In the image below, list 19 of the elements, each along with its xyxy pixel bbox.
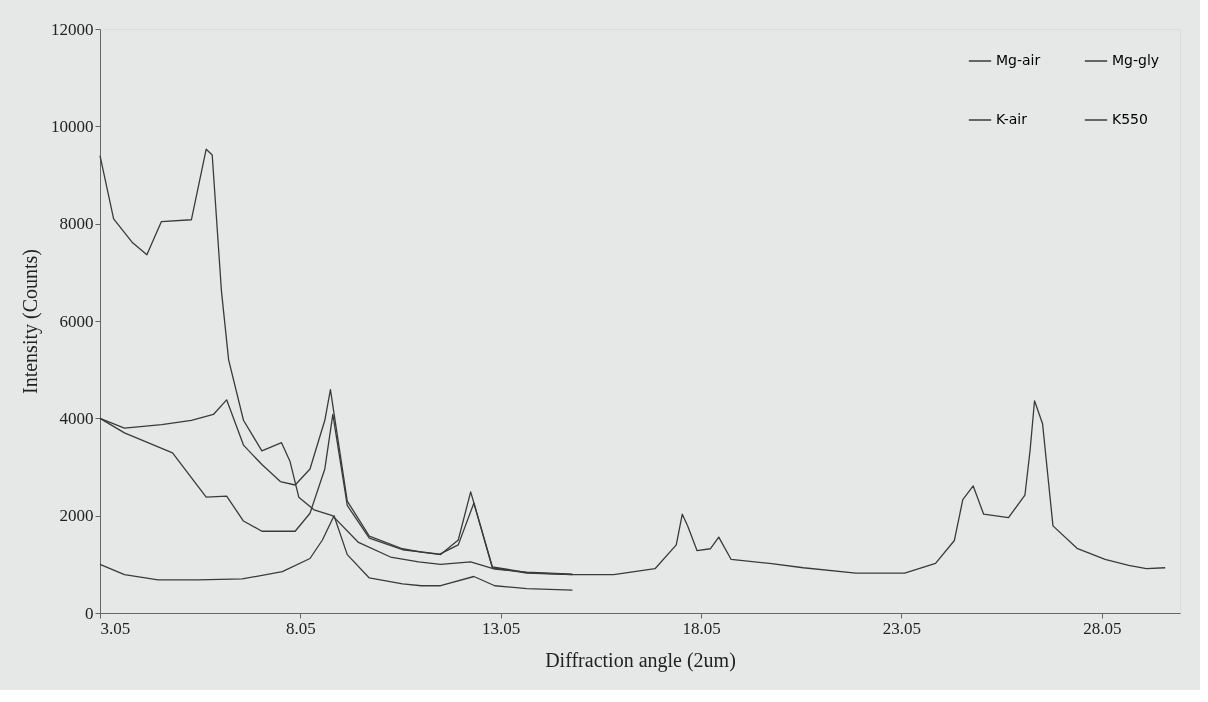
x-tick-label: 28.05 <box>1083 618 1122 638</box>
x-tick-label: 13.05 <box>482 618 521 638</box>
legend-label: K-air <box>996 111 1028 127</box>
legend-label: Mg-air <box>996 52 1041 68</box>
x-tick-label: 8.05 <box>286 618 316 638</box>
y-tick-label: 12000 <box>51 19 94 39</box>
legend-label: Mg-gly <box>1112 52 1160 68</box>
x-axis-title: Diffraction angle (2um) <box>545 648 736 672</box>
x-tick-label: 18.05 <box>682 618 721 638</box>
x-tick-label: 3.05 <box>100 618 131 638</box>
y-tick-label: 4000 <box>59 408 94 428</box>
y-tick-label: 8000 <box>59 214 94 234</box>
y-tick-label: 2000 <box>59 506 94 526</box>
y-tick-label: 0 <box>85 603 94 623</box>
y-tick-label: 10000 <box>51 116 94 136</box>
y-tick-label: 6000 <box>59 311 94 331</box>
legend-label: K550 <box>1112 111 1148 127</box>
x-tick-label: 23.05 <box>882 618 922 638</box>
y-axis-title: Intensity (Counts) <box>19 249 42 394</box>
